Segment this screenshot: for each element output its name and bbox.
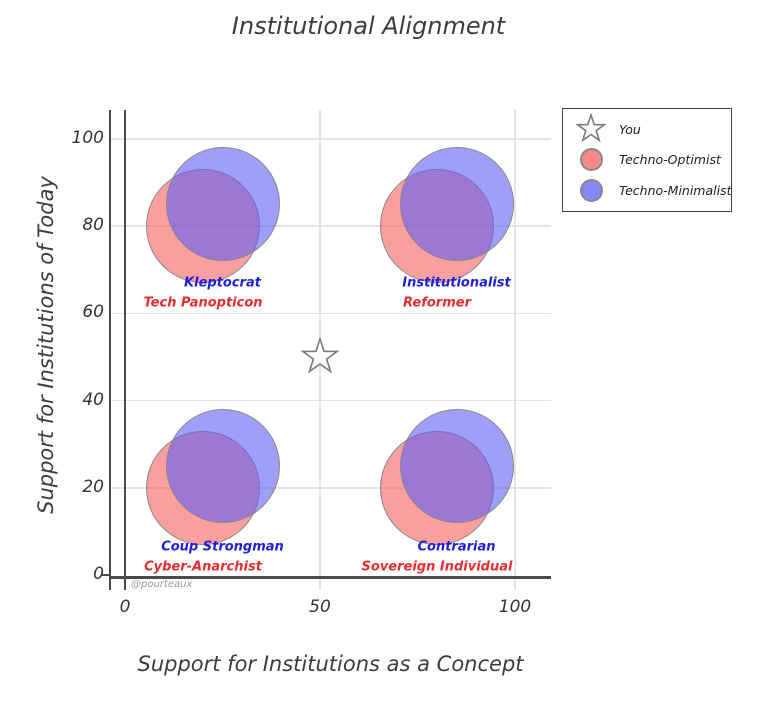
you-star-marker xyxy=(300,336,340,377)
y-gridline xyxy=(110,138,551,140)
y-tick-label: 20 xyxy=(82,476,104,497)
techno-minimalist-bubble xyxy=(165,147,280,262)
y-tick-label: 60 xyxy=(82,302,104,323)
y-gridline xyxy=(110,225,551,227)
annotation-kleptocrat: Kleptocrat xyxy=(184,275,261,291)
circle-icon xyxy=(579,148,603,172)
y-axis-title: Support for Institutions of Today xyxy=(34,176,58,514)
x-zeroline xyxy=(124,110,126,590)
y-tick-label: 40 xyxy=(82,389,104,410)
y-tick-label: 80 xyxy=(82,215,104,236)
annotation-institutionalist: Institutionalist xyxy=(402,275,511,291)
legend: You Techno-Optimist Techno-Minimalist xyxy=(562,108,732,212)
legend-label: Techno-Optimist xyxy=(619,152,721,168)
legend-label: You xyxy=(619,121,641,137)
y-gridline xyxy=(110,399,551,402)
watermark: @pourteaux xyxy=(131,579,193,590)
x-tick-label: 100 xyxy=(498,597,532,617)
y-tick-label: 100 xyxy=(71,128,104,148)
y-zero-tick xyxy=(101,574,109,576)
legend-item-techno-optimist: Techno-Optimist xyxy=(563,145,731,175)
y-tick-label: 0 xyxy=(93,564,104,584)
y-gridline xyxy=(110,487,551,489)
star-icon xyxy=(300,336,340,374)
techno-minimalist-bubble xyxy=(399,147,514,262)
legend-label: Techno-Minimalist xyxy=(619,183,732,199)
x-tick-label: 0 xyxy=(119,597,131,617)
y-gridline xyxy=(110,312,551,315)
x-axis-line xyxy=(110,575,551,579)
legend-item-techno-minimalist: Techno-Minimalist xyxy=(563,176,732,206)
y-axis-spine xyxy=(109,110,111,590)
x-axis-title: Support for Institutions as a Concept xyxy=(137,652,524,676)
techno-minimalist-bubble xyxy=(165,409,280,523)
techno-minimalist-bubble xyxy=(399,409,514,523)
annotation-tech-panopticon: Tech Panopticon xyxy=(143,295,263,310)
chart-title: Institutional Alignment xyxy=(231,12,506,40)
annotation-cyber-anarchist: Cyber-Anarchist xyxy=(144,559,262,575)
x-gridline xyxy=(514,110,516,590)
annotation-coup-strongman: Coup Strongman xyxy=(161,539,284,555)
legend-marker-box xyxy=(563,113,619,145)
legend-marker-box xyxy=(563,179,619,203)
x-tick-label: 50 xyxy=(309,597,331,617)
circle-icon xyxy=(579,179,603,203)
star-icon xyxy=(575,113,607,143)
legend-marker-box xyxy=(563,148,619,172)
annotation-reformer: Reformer xyxy=(403,295,471,310)
annotation-contrarian: Contrarian xyxy=(417,539,496,555)
annotation-sovereign-individual: Sovereign Individual xyxy=(361,559,513,575)
legend-item-you: You xyxy=(563,113,731,145)
